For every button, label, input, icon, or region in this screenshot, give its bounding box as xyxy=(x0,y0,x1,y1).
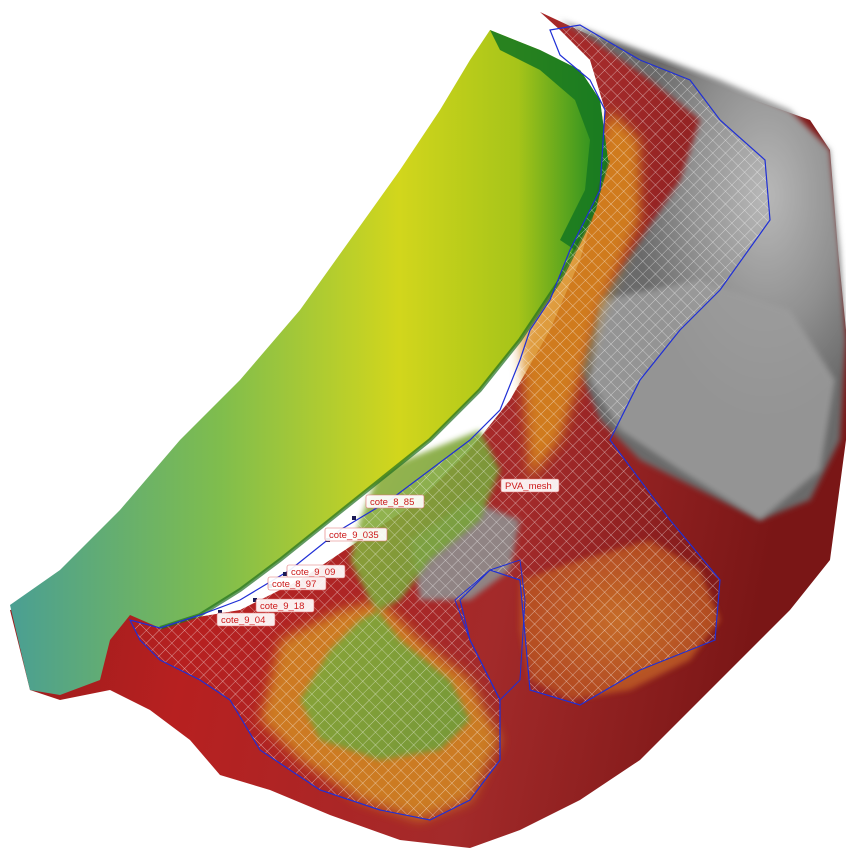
elevation-label-3[interactable]: cote_9_09 xyxy=(286,564,346,579)
elevation-label-box xyxy=(324,527,388,542)
elevation-label-box xyxy=(216,612,276,627)
elevation-label-6[interactable]: cote_9_04 xyxy=(216,612,276,627)
map-labels: PVA_mesh cote_8_85 cote_9_035 cote_9_09 … xyxy=(216,478,560,627)
river-channel xyxy=(10,30,608,695)
mesh-layer[interactable] xyxy=(128,24,771,821)
elevation-label-text: cote_9_18 xyxy=(260,601,304,612)
elevation-label-box xyxy=(365,494,425,509)
elevation-label-2[interactable]: cote_9_035 xyxy=(324,527,388,542)
mesh-label-box xyxy=(500,478,560,493)
mesh-label-text: PVA_mesh xyxy=(505,481,552,492)
elevation-label-text: cote_9_04 xyxy=(221,615,265,626)
pva-mesh-area[interactable] xyxy=(128,24,771,821)
elevation-label-4[interactable]: cote_8_97 xyxy=(267,576,327,591)
elevation-label-text: cote_9_09 xyxy=(291,567,335,578)
elevation-label-1[interactable]: cote_8_85 xyxy=(365,494,425,509)
elevation-label-text: cote_8_85 xyxy=(370,497,414,508)
channel-bank-dark xyxy=(490,30,608,250)
elevation-label-box xyxy=(255,598,315,613)
elevation-label-5[interactable]: cote_9_18 xyxy=(255,598,315,613)
gauge-mark xyxy=(218,610,222,614)
gauge-mark xyxy=(283,572,287,576)
gauge-mark xyxy=(352,516,356,520)
mesh-label[interactable]: PVA_mesh xyxy=(500,478,560,493)
elevation-label-box xyxy=(267,576,327,591)
mesh-inner-hole xyxy=(454,559,526,701)
elevation-label-text: cote_8_97 xyxy=(272,579,316,590)
elevation-label-text: cote_9_035 xyxy=(329,530,379,541)
gauge-mark xyxy=(253,598,257,602)
